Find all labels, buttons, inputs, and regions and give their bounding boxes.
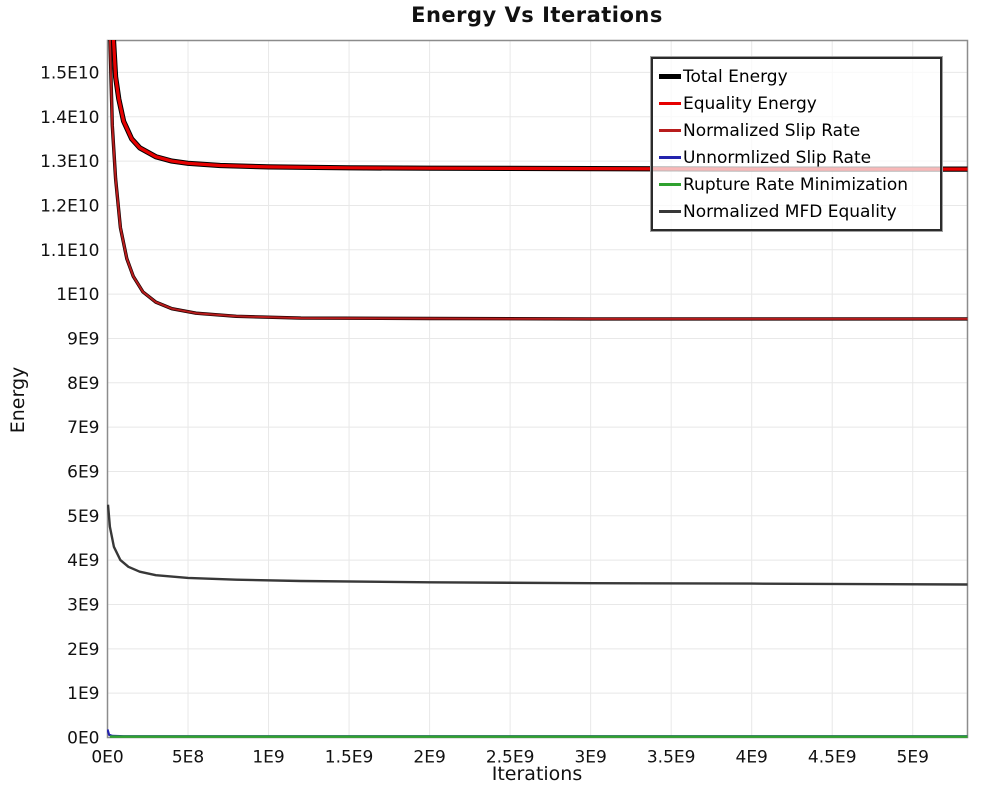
equality-energy-line xyxy=(111,40,968,171)
y-tick-label: 8E9 xyxy=(67,374,99,394)
legend-item-normalized-slip-rate: Normalized Slip Rate xyxy=(659,117,934,144)
y-tick-label: 1.5E10 xyxy=(40,63,99,83)
legend-label: Normalized Slip Rate xyxy=(683,120,861,141)
data-series xyxy=(107,40,968,738)
y-axis-tick-labels: 0E0 1E9 2E9 3E9 4E9 5E9 6E9 7E9 8E9 9E9 1E10 1.1E10… xyxy=(40,63,99,748)
legend-line-swatch-normalized-slip-rate xyxy=(659,129,681,132)
legend-line-swatch-unnormlized-slip-rate xyxy=(659,156,681,159)
x-tick-label: 4E9 xyxy=(736,748,768,768)
legend-label: Rupture Rate Minimization xyxy=(683,174,908,195)
y-tick-label: 1E10 xyxy=(56,285,99,305)
y-tick-label: 1E9 xyxy=(67,684,99,704)
y-tick-label: 1.4E10 xyxy=(40,108,99,128)
y-tick-label: 6E9 xyxy=(67,462,99,482)
legend-line-swatch-equality-energy xyxy=(659,101,681,106)
x-tick-label: 3.5E9 xyxy=(647,748,696,768)
legend-line-swatch-rupture-rate-minimization xyxy=(659,183,681,186)
x-tick-label: 3E9 xyxy=(574,748,606,768)
normalized-mfd-equality-line xyxy=(107,504,968,586)
chart-title: Energy Vs Iterations xyxy=(411,3,663,27)
x-tick-label: 2.5E9 xyxy=(486,748,535,768)
x-tick-label: 1.5E9 xyxy=(325,748,374,768)
unnormlized-slip-rate-line xyxy=(107,729,968,738)
legend-item-normalized-mfd-equality: Normalized MFD Equality xyxy=(659,198,934,225)
x-tick-label: 0E0 xyxy=(91,748,123,768)
y-tick-label: 0E0 xyxy=(67,729,99,749)
y-tick-label: 5E9 xyxy=(67,507,99,527)
y-tick-label: 3E9 xyxy=(67,595,99,615)
x-axis-tick-labels: 0E0 5E8 1E9 1.5E9 2E9 2.5E9 3E9 3.5E9 4E9 4.5E9 5E… xyxy=(91,748,929,768)
y-tick-label: 9E9 xyxy=(67,329,99,349)
x-tick-label: 5E8 xyxy=(172,748,204,768)
y-tick-label: 2E9 xyxy=(67,640,99,660)
legend-label: Normalized MFD Equality xyxy=(683,201,897,222)
x-tick-label: 2E9 xyxy=(413,748,445,768)
legend-item-total-energy: Total Energy xyxy=(659,63,934,90)
x-tick-label: 1E9 xyxy=(252,748,284,768)
x-tick-label: 4.5E9 xyxy=(808,748,857,768)
y-tick-label: 7E9 xyxy=(67,418,99,438)
x-tick-label: 5E9 xyxy=(897,748,929,768)
legend-label: Total Energy xyxy=(683,66,788,87)
y-tick-label: 1.3E10 xyxy=(40,152,99,172)
normalized-slip-rate-line xyxy=(108,40,968,320)
legend-item-rupture-rate-minimization: Rupture Rate Minimization xyxy=(659,171,934,198)
x-axis-label: Iterations xyxy=(491,763,583,785)
legend-line-swatch-total-energy xyxy=(659,73,681,80)
gridlines xyxy=(107,40,968,738)
y-tick-label: 1.2E10 xyxy=(40,196,99,216)
legend-item-unnormlized-slip-rate: Unnormlized Slip Rate xyxy=(659,144,934,171)
legend-label: Equality Energy xyxy=(683,93,817,114)
y-tick-label: 1.1E10 xyxy=(40,241,99,261)
legend-label: Unnormlized Slip Rate xyxy=(683,147,872,168)
legend-item-equality-energy: Equality Energy xyxy=(659,90,934,117)
legend-box: Total Energy Equality Energy Normalized Sl… xyxy=(650,56,943,232)
y-tick-label: 4E9 xyxy=(67,551,99,571)
legend-line-swatch-normalized-mfd-equality xyxy=(659,210,681,213)
